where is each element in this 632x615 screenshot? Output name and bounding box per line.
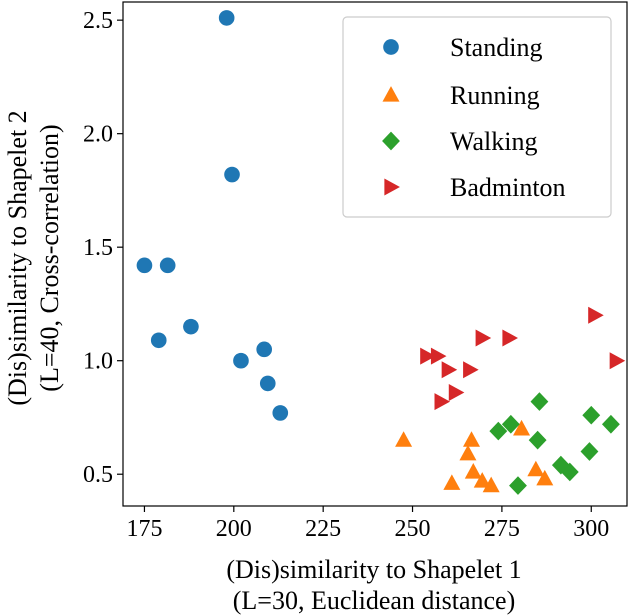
y-axis-label-line2: (L=40, Cross-correlation) (35, 124, 64, 391)
y-tick-label-1: 1.0 (83, 349, 113, 375)
legend-marker-standing (383, 39, 399, 55)
point-standing-2 (136, 257, 153, 274)
point-standing-8 (259, 375, 276, 392)
legend-box (342, 16, 612, 218)
x-tick-label-200: 200 (216, 516, 252, 542)
point-badminton-1 (430, 347, 447, 365)
axis-ticks: 175 200 225 250 275 300 0.5 1.0 1.5 2.0 2.5 (83, 8, 609, 542)
point-running-2 (459, 444, 477, 461)
x-tick-label-300: 300 (573, 516, 609, 542)
y-tick-label-1.5: 1.5 (83, 235, 113, 261)
x-tick-label-250: 250 (395, 516, 431, 542)
x-tick-label-175: 175 (126, 516, 162, 542)
point-badminton-7 (609, 352, 626, 370)
point-walking-4 (582, 405, 601, 425)
point-badminton-6 (588, 306, 604, 324)
point-running-6 (482, 476, 500, 493)
legend-marker-badminton (384, 178, 400, 196)
x-axis-label-line1: (Dis)similarity to Shapelet 1 (226, 555, 521, 584)
point-badminton-8 (448, 383, 465, 401)
point-standing-5 (150, 332, 167, 349)
x-tick-label-225: 225 (305, 516, 341, 542)
y-axis-label-line1: (Dis)similarity to Shapelet 2 (3, 110, 32, 405)
point-walking-1 (501, 414, 520, 434)
point-standing-7 (233, 352, 249, 369)
legend-label-running: Running (450, 81, 540, 110)
point-running-4 (473, 472, 491, 488)
legend-label-standing: Standing (450, 33, 542, 62)
point-walking-5 (601, 414, 620, 434)
x-axis-label-line2: (L=30, Euclidean distance) (233, 586, 516, 615)
point-walking-0 (530, 392, 549, 411)
plot-frame (122, 1, 628, 507)
point-walking-2 (489, 421, 508, 441)
point-standing-6 (256, 341, 273, 358)
point-badminton-3 (463, 361, 479, 379)
legend-marker-walking (382, 131, 400, 151)
y-tick-label-0.5: 0.5 (83, 462, 113, 488)
point-standing-3 (159, 257, 176, 274)
legend-label-badminton: Badminton (450, 173, 566, 202)
point-badminton-4 (475, 329, 492, 347)
point-badminton-5 (502, 329, 518, 347)
x-tick-label-275: 275 (484, 516, 520, 542)
legend-label-walking: Walking (450, 127, 537, 156)
point-standing-1 (224, 166, 240, 183)
legend-markers (382, 39, 400, 196)
y-tick-label-2.5: 2.5 (83, 8, 113, 34)
point-running-1 (463, 431, 481, 447)
point-running-5 (443, 474, 461, 490)
point-standing-0 (218, 10, 235, 26)
point-standing-9 (272, 405, 289, 421)
point-running-9 (536, 469, 554, 486)
point-running-8 (527, 460, 545, 477)
point-badminton-2 (441, 361, 458, 379)
point-running-3 (464, 463, 482, 479)
point-badminton-9 (434, 393, 451, 411)
point-walking-9 (509, 476, 527, 495)
legend: Standing Running Walking Badminton (342, 16, 612, 218)
point-walking-8 (560, 462, 579, 482)
point-walking-6 (580, 442, 599, 461)
point-running-0 (395, 431, 413, 447)
data-marks (136, 10, 626, 495)
point-standing-4 (183, 318, 199, 335)
point-badminton-0 (420, 347, 436, 365)
legend-marker-running (382, 86, 400, 102)
point-walking-3 (528, 430, 547, 450)
y-tick-label-2: 2.0 (83, 122, 113, 148)
point-running-7 (513, 419, 531, 436)
